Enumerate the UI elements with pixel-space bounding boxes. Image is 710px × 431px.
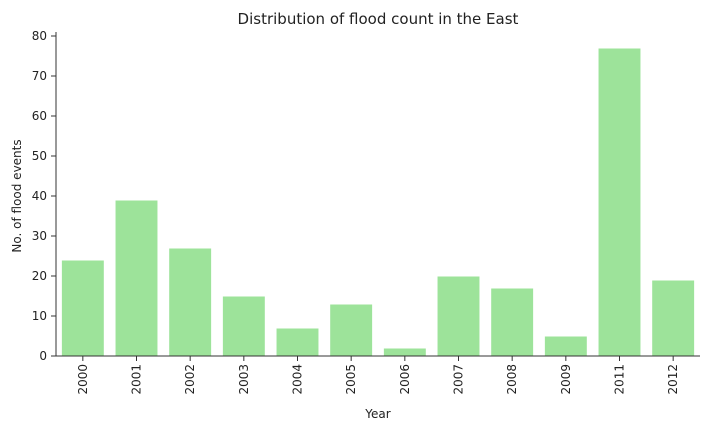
x-tick-label-2002: 2002	[183, 364, 197, 395]
bar-2007	[436, 275, 481, 357]
x-tick-label-2001: 2001	[130, 364, 144, 395]
bar-2012	[651, 279, 696, 357]
y-tick-label-80: 80	[32, 29, 47, 43]
y-tick-label-0: 0	[39, 349, 47, 363]
x-axis-ticks: 2000 2001 2002 2003 2004 2005 2006 2007 2008 2009…	[76, 356, 680, 395]
bar-2001	[114, 199, 159, 357]
bar-2005	[329, 303, 374, 357]
bar-2000	[60, 259, 105, 357]
x-tick-label-2000: 2000	[76, 364, 90, 395]
bar-2011	[597, 47, 642, 357]
bar-2003	[221, 295, 266, 357]
y-tick-label-50: 50	[32, 149, 47, 163]
x-axis-label: Year	[364, 407, 390, 421]
bar-2006	[382, 347, 427, 357]
y-tick-label-30: 30	[32, 229, 47, 243]
bar-2004	[275, 327, 320, 357]
y-tick-label-40: 40	[32, 189, 47, 203]
y-tick-label-20: 20	[32, 269, 47, 283]
x-tick-label-2005: 2005	[344, 364, 358, 395]
bar-2002	[168, 247, 213, 357]
x-tick-label-2007: 2007	[452, 364, 466, 395]
x-tick-label-2009: 2009	[559, 364, 573, 395]
y-axis-label: No. of flood events	[10, 139, 24, 252]
x-tick-label-2003: 2003	[237, 364, 251, 395]
x-tick-label-2004: 2004	[291, 364, 305, 395]
y-tick-label-60: 60	[32, 109, 47, 123]
y-tick-label-70: 70	[32, 69, 47, 83]
x-tick-label-2011: 2011	[613, 364, 627, 395]
bar-2008	[490, 287, 535, 357]
x-tick-label-2012: 2012	[666, 364, 680, 395]
bar-2009	[543, 335, 588, 357]
x-tick-label-2006: 2006	[398, 364, 412, 395]
x-tick-label-2008: 2008	[505, 364, 519, 395]
y-tick-label-10: 10	[32, 309, 47, 323]
bars-group	[60, 47, 696, 357]
y-axis-ticks: 0 10 20 30 40 50 60 70 80	[32, 29, 56, 363]
chart-title: Distribution of flood count in the East	[238, 10, 519, 28]
